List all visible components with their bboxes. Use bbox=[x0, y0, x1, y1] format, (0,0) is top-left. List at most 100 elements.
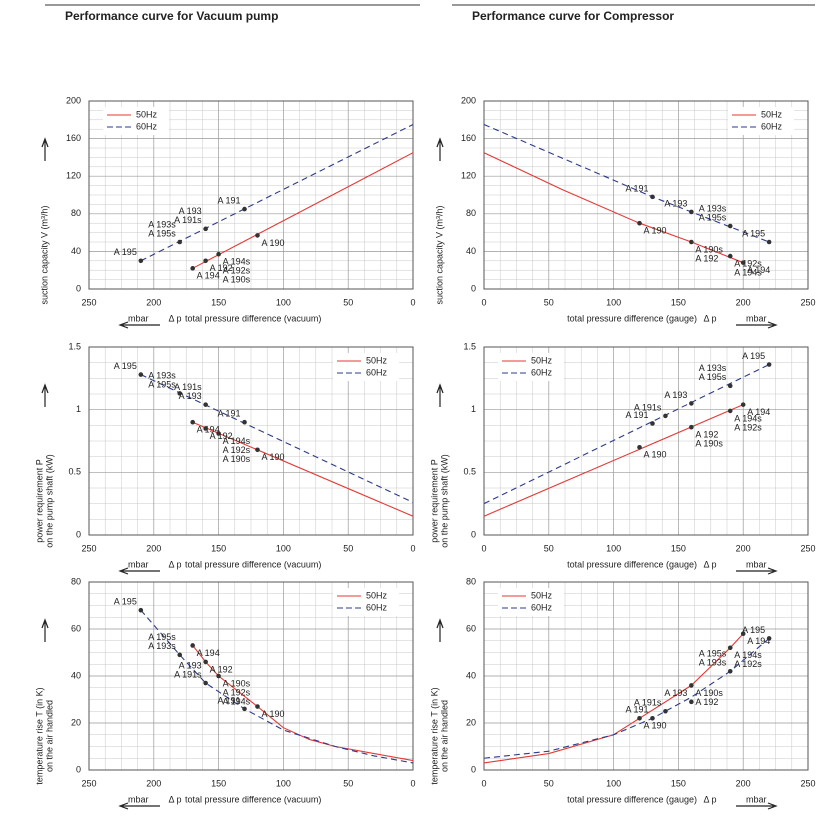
axis-arrow bbox=[41, 383, 49, 407]
data-point bbox=[203, 258, 208, 264]
x-tick-label: 0 bbox=[481, 778, 486, 788]
y-tick-label: 0 bbox=[76, 529, 81, 539]
data-point bbox=[740, 631, 746, 636]
x-axis-label: total pressure difference (gauge) bbox=[567, 559, 697, 569]
point-label: A 193s bbox=[148, 371, 176, 381]
x-tick-label: 250 bbox=[800, 543, 815, 553]
point-label: A 192s bbox=[734, 422, 762, 432]
point-label: A 195 bbox=[114, 597, 137, 607]
y-tick-label: 0 bbox=[76, 283, 81, 293]
data-point bbox=[203, 680, 208, 686]
point-label: A 194s bbox=[223, 436, 251, 446]
data-point bbox=[203, 426, 208, 431]
plot-frame bbox=[88, 346, 414, 536]
legend-label: 50Hz bbox=[366, 590, 388, 600]
legend-box bbox=[333, 588, 399, 616]
x-tick-label: 250 bbox=[81, 297, 96, 307]
point-label: A 194 bbox=[197, 271, 220, 281]
point-label: A 194 bbox=[747, 407, 770, 417]
point-label: A 193s bbox=[699, 658, 727, 668]
data-point bbox=[216, 431, 221, 436]
x-unit: mbar bbox=[128, 794, 149, 804]
data-point bbox=[203, 402, 208, 407]
legend-label: 50Hz bbox=[531, 355, 553, 365]
x-tick-label: 0 bbox=[481, 543, 486, 553]
axis-arrow bbox=[118, 567, 160, 575]
point-label: A 190 bbox=[261, 709, 284, 719]
x-tick-label: 100 bbox=[276, 543, 291, 553]
y-tick-label: 20 bbox=[71, 717, 81, 727]
y-axis-label: suction capacity V (m³/h) bbox=[434, 205, 444, 304]
data-point bbox=[255, 447, 260, 453]
data-point bbox=[727, 645, 733, 651]
series-line bbox=[483, 364, 770, 505]
data-point bbox=[190, 643, 195, 648]
point-label: A 193s bbox=[699, 363, 727, 373]
data-point bbox=[689, 699, 694, 705]
column-title: Performance curve for Compressor bbox=[472, 9, 674, 23]
x-tick-label: 200 bbox=[146, 543, 161, 553]
y-tick-label: 120 bbox=[461, 171, 476, 181]
axis-arrow bbox=[436, 383, 444, 407]
point-label: A 191s bbox=[174, 382, 202, 392]
point-label: A 193 bbox=[664, 390, 687, 400]
x-tick-label: 250 bbox=[81, 543, 96, 553]
point-label: A 192 bbox=[210, 664, 233, 674]
legend-label: 50Hz bbox=[761, 109, 783, 119]
x-delta: Δ p bbox=[703, 794, 716, 804]
x-axis-label: total pressure difference (vacuum) bbox=[185, 313, 321, 323]
point-label: A 192 bbox=[695, 697, 718, 707]
data-point bbox=[242, 706, 247, 712]
data-point bbox=[727, 408, 733, 414]
point-label: A 191 bbox=[217, 695, 240, 705]
y-axis-label: power requirement P bbox=[34, 459, 44, 543]
y-tick-label: 0.5 bbox=[463, 467, 476, 477]
point-label: A 195s bbox=[148, 632, 176, 642]
legend-label: 60Hz bbox=[531, 367, 553, 377]
data-point bbox=[689, 239, 694, 245]
legend-label: 50Hz bbox=[136, 109, 158, 119]
point-label: A 192s bbox=[223, 687, 251, 697]
y-tick-label: 160 bbox=[66, 133, 81, 143]
x-tick-label: 200 bbox=[736, 778, 751, 788]
legend-label: 50Hz bbox=[531, 590, 553, 600]
point-label: A 192s bbox=[734, 659, 762, 669]
x-axis-label: total pressure difference (vacuum) bbox=[185, 794, 321, 804]
y-tick-label: 200 bbox=[461, 95, 476, 105]
data-point bbox=[190, 419, 195, 425]
data-point bbox=[637, 220, 642, 226]
legend-label: 60Hz bbox=[761, 121, 783, 131]
data-point bbox=[138, 258, 144, 264]
point-label: A 191 bbox=[625, 183, 648, 193]
x-unit: mbar bbox=[128, 559, 149, 569]
point-label: A 195s bbox=[148, 380, 176, 390]
data-point bbox=[138, 607, 144, 613]
point-label: A 194s bbox=[223, 257, 251, 267]
point-label: A 194 bbox=[197, 648, 220, 658]
point-label: A 192s bbox=[223, 445, 251, 455]
y-axis-label: temperature rise T (in K) bbox=[429, 687, 439, 784]
axis-arrow bbox=[436, 618, 444, 642]
point-label: A 190 bbox=[644, 450, 667, 460]
data-point bbox=[689, 401, 694, 406]
series-line bbox=[483, 637, 770, 759]
data-point bbox=[216, 673, 221, 679]
x-axis-label: total pressure difference (gauge) bbox=[567, 794, 697, 804]
point-label: A 192s bbox=[734, 258, 762, 268]
point-label: A 194s bbox=[223, 696, 251, 706]
data-point bbox=[177, 391, 183, 396]
data-point bbox=[727, 383, 733, 389]
x-tick-label: 0 bbox=[410, 297, 415, 307]
point-label: A 193 bbox=[179, 660, 202, 670]
x-tick-label: 100 bbox=[276, 297, 291, 307]
x-unit: mbar bbox=[746, 794, 767, 804]
series-line bbox=[192, 645, 414, 762]
y-tick-label: 80 bbox=[466, 208, 476, 218]
point-label: A 190s bbox=[695, 244, 723, 254]
y-tick-label: 0 bbox=[76, 764, 81, 774]
point-label: A 193s bbox=[148, 641, 176, 651]
legend-label: 50Hz bbox=[366, 355, 388, 365]
point-label: A 192 bbox=[210, 263, 233, 273]
y-axis-label: power requirement P bbox=[429, 459, 439, 543]
